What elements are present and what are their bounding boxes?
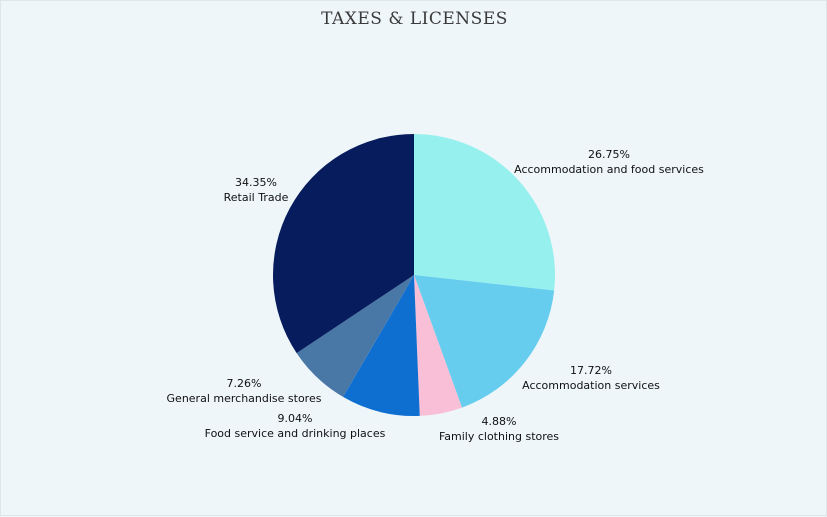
- pie-slice-general-merchandise-stores[interactable]: [296, 275, 414, 397]
- slice-percent-label: 7.26%: [227, 377, 262, 390]
- slice-percent-label: 4.88%: [482, 415, 517, 428]
- pie-slice-retail-trade[interactable]: [273, 134, 414, 354]
- pie-slice-accommodation-and-food-services[interactable]: [414, 134, 556, 291]
- pie-slice-accommodation-services[interactable]: [414, 275, 555, 408]
- slice-category-label: Food service and drinking places: [205, 427, 386, 440]
- slice-percent-label: 17.72%: [570, 364, 612, 377]
- slice-category-label: Family clothing stores: [439, 430, 559, 443]
- pie-slice-food-service-and-drinking-places[interactable]: [343, 275, 420, 416]
- pie-slice-family-clothing-stores[interactable]: [414, 275, 463, 416]
- slice-percent-label: 34.35%: [235, 176, 277, 189]
- slice-percent-label: 26.75%: [588, 148, 630, 161]
- slice-category-label: General merchandise stores: [167, 392, 322, 405]
- slice-category-label: Retail Trade: [224, 191, 289, 204]
- chart-title: TAXES & LICENSES: [321, 9, 508, 29]
- slice-category-label: Accommodation services: [522, 379, 660, 392]
- slice-percent-label: 9.04%: [278, 412, 313, 425]
- slice-category-label: Accommodation and food services: [514, 163, 704, 176]
